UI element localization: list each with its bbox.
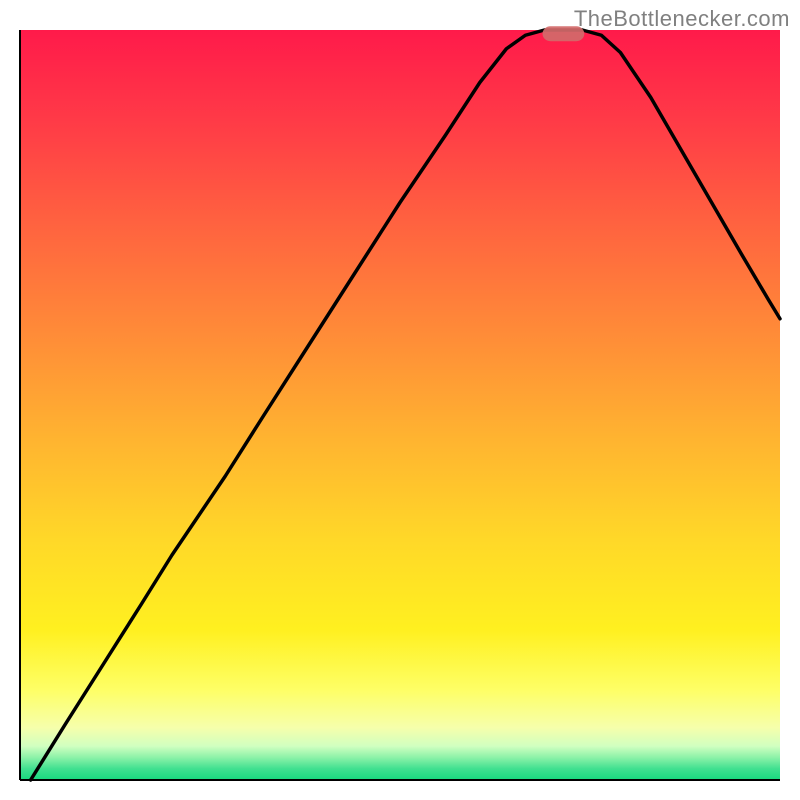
- chart-container: TheBottlenecker.com: [0, 0, 800, 800]
- gradient-background: [20, 30, 780, 780]
- watermark-text: TheBottlenecker.com: [574, 6, 790, 32]
- bottleneck-chart: [0, 0, 800, 800]
